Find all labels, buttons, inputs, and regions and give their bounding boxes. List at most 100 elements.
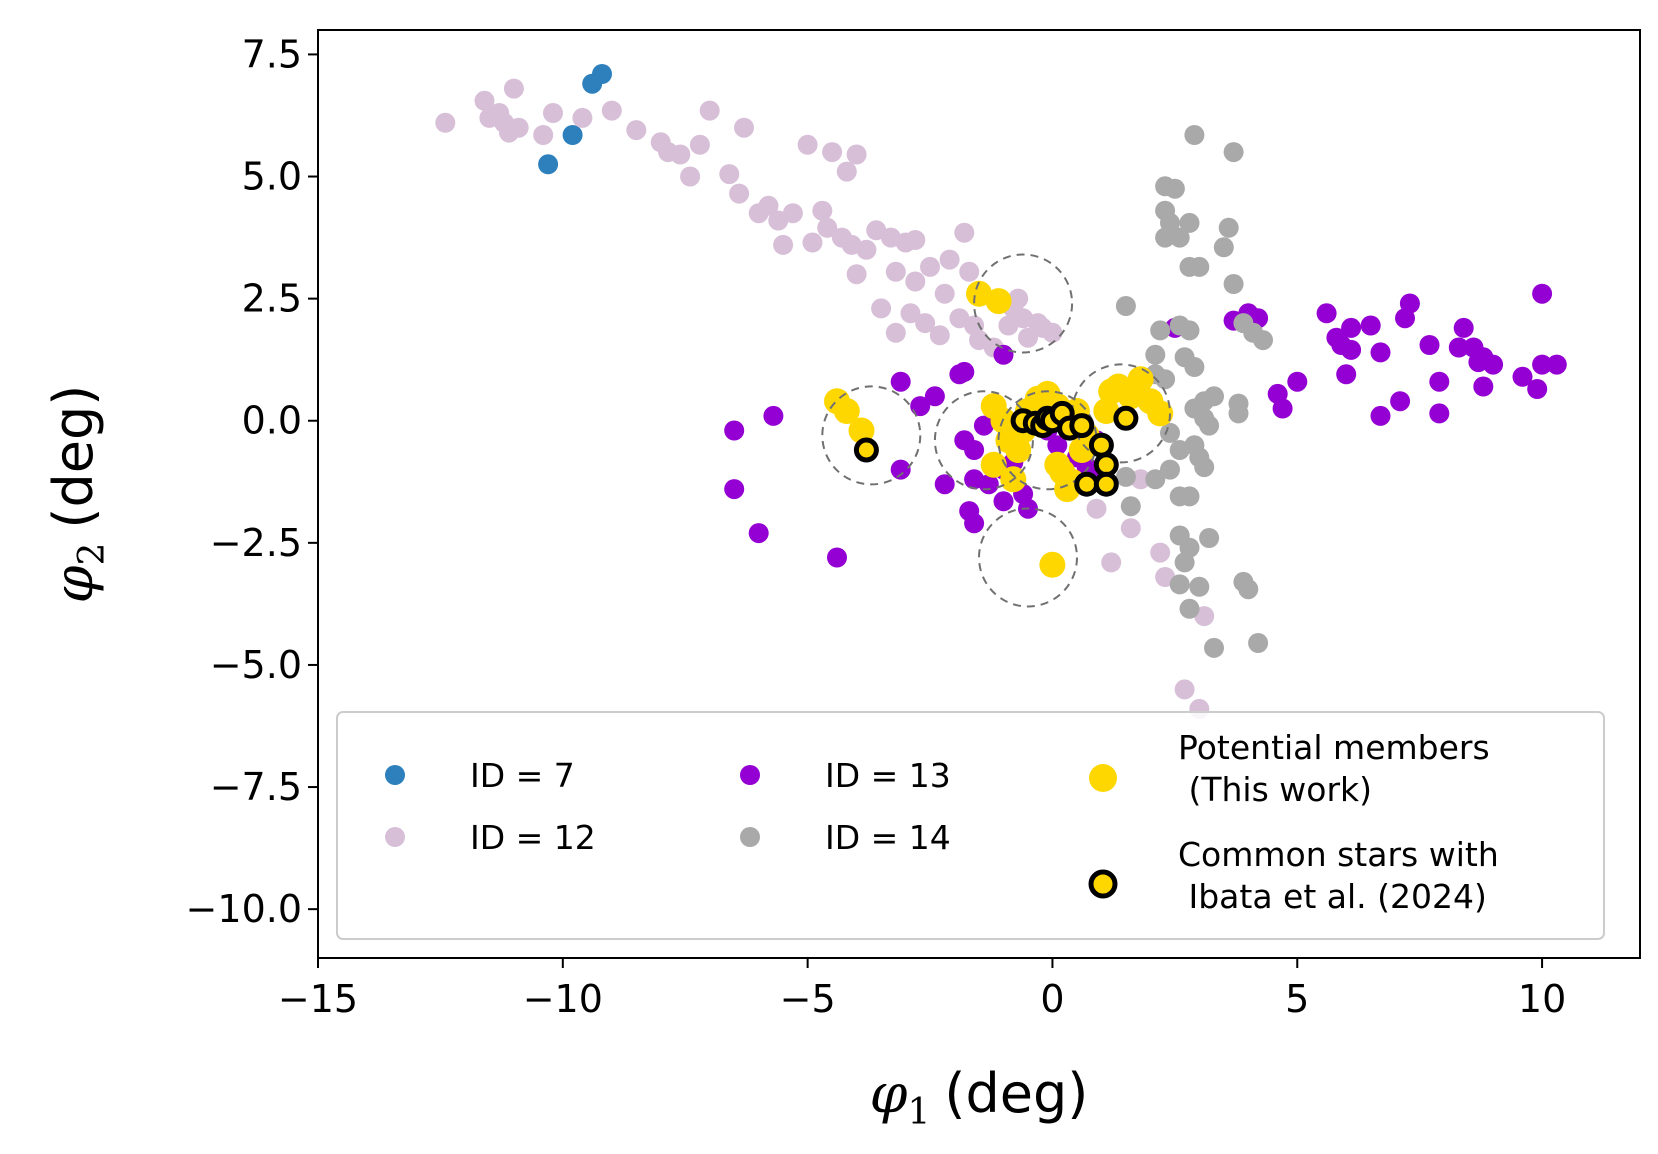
series-1-point-45	[959, 261, 980, 282]
legend-label-potential-members-line2: (This work)	[1178, 770, 1372, 809]
series-2-point-61	[1473, 376, 1494, 397]
y-tick-label-1: 5.0	[242, 155, 302, 199]
x-tick-label-2: −5	[780, 977, 836, 1021]
dashed-circle-0	[821, 385, 922, 486]
series-3-point-23	[1253, 330, 1273, 351]
series-1-point-72	[1086, 498, 1107, 519]
legend-label-id-13: ID = 13	[825, 756, 951, 795]
series-3-point-19	[1223, 274, 1244, 294]
x-tick-label-0: −15	[278, 977, 358, 1021]
series-3-point-41	[1174, 552, 1195, 573]
series-3-point-34	[1145, 469, 1166, 490]
series-1-point-65	[1120, 518, 1141, 539]
series-1-point-26	[797, 134, 818, 155]
series-1-point-8	[533, 125, 554, 145]
series-1-point-73	[1130, 469, 1151, 490]
legend-label-common-stars-line1: Common stars with	[1178, 835, 1499, 874]
x-axis-label-unit: (deg)	[944, 1062, 1088, 1125]
series-1-point-42	[920, 256, 940, 277]
series-3-point-45	[1199, 528, 1220, 548]
series-3-point-17	[1223, 142, 1244, 163]
series-2-point-17	[964, 513, 985, 534]
legend-marker-id-7	[385, 765, 405, 785]
series-1-point-60	[846, 264, 867, 285]
series-2-point-14	[964, 440, 985, 460]
dashed-circle-1	[973, 253, 1074, 354]
series-1-point-47	[915, 313, 936, 334]
series-5-point-10	[1088, 432, 1114, 458]
series-3-point-20	[1218, 217, 1239, 238]
series-3-point-44	[1179, 598, 1200, 619]
y-tick-label-3: 0.0	[242, 399, 302, 443]
series-1-point-20	[734, 117, 754, 138]
series-0-point-3	[538, 154, 559, 175]
series-1-point-10	[572, 107, 593, 128]
plot-frame	[317, 29, 1641, 959]
series-1-point-23	[758, 195, 779, 216]
x-tick-label-5: 10	[1518, 977, 1566, 1021]
series-1-point-25	[782, 203, 803, 224]
series-3-point-16	[1184, 125, 1205, 145]
series-2-point-64	[1512, 366, 1533, 387]
y-axis-label: φ2 (deg)	[42, 385, 113, 604]
series-1-point-18	[699, 100, 720, 121]
series-1-point-15	[670, 144, 691, 165]
series-2-point-10	[934, 474, 955, 495]
series-1-point-51	[929, 325, 950, 346]
series-4-point-3	[966, 280, 992, 307]
x-tick-label-4: 5	[1285, 977, 1309, 1021]
dashed-circle-2	[933, 390, 1034, 491]
series-4-point-25	[1147, 400, 1174, 427]
series-5-point-13	[1113, 405, 1139, 431]
series-1-point-27	[812, 200, 833, 221]
series-1-point-1	[474, 90, 495, 111]
series-1-point-12	[626, 120, 647, 141]
series-2-point-49	[1370, 342, 1391, 363]
series-1-point-11	[601, 100, 622, 121]
series-2-point-40	[1272, 398, 1293, 419]
series-3-point-35	[1115, 466, 1136, 487]
series-2-point-12	[954, 361, 975, 382]
series-0-point-2	[562, 125, 583, 145]
series-1-point-41	[905, 271, 926, 292]
series-3-point-11	[1179, 212, 1200, 233]
series-3-point-50	[1160, 422, 1180, 443]
series-1-point-9	[543, 103, 563, 123]
series-1-point-74	[1008, 288, 1029, 309]
series-3-point-0	[1115, 296, 1136, 316]
x-axis-label-symbol: φ	[870, 1062, 908, 1125]
series-2-point-53	[1399, 293, 1420, 314]
x-axis-label: φ1 (deg)	[870, 1062, 1089, 1133]
series-2-point-48	[1360, 315, 1381, 336]
series-2-point-47	[1341, 339, 1362, 360]
y-tick-label-6: −7.5	[210, 765, 302, 809]
series-1-point-46	[900, 303, 921, 324]
series-3-point-1	[1145, 344, 1166, 365]
series-2-point-8	[910, 396, 931, 417]
series-2-point-68	[1546, 354, 1567, 375]
legend-marker-id-14	[740, 827, 760, 847]
series-3-point-38	[1179, 486, 1200, 507]
series-1-point-59	[1032, 317, 1053, 338]
series-2-point-55	[1429, 371, 1450, 392]
series-2-point-1	[724, 479, 745, 500]
series-1-point-17	[689, 134, 710, 155]
y-tick-label-4: −2.5	[210, 521, 302, 565]
series-3-point-15	[1189, 256, 1210, 277]
series-2-point-54	[1419, 335, 1440, 355]
series-2-point-15	[973, 415, 994, 436]
series-1-point-7	[508, 117, 529, 138]
series-1-point-16	[680, 166, 701, 187]
series-2-point-65	[1527, 379, 1548, 399]
series-1-point-35	[856, 239, 877, 260]
series-1-point-6	[503, 78, 524, 99]
series-1-point-48	[934, 283, 955, 304]
legend-label-id-7: ID = 7	[470, 756, 575, 795]
series-3-point-42	[1169, 574, 1190, 595]
legend-label-potential-members-line1: Potential members	[1178, 728, 1490, 767]
series-2-point-50	[1370, 405, 1391, 426]
legend-marker-common-stars	[1088, 869, 1118, 899]
series-3-point-3	[1155, 369, 1176, 390]
series-3-point-8	[1164, 178, 1185, 199]
series-3-point-53	[1174, 347, 1195, 368]
